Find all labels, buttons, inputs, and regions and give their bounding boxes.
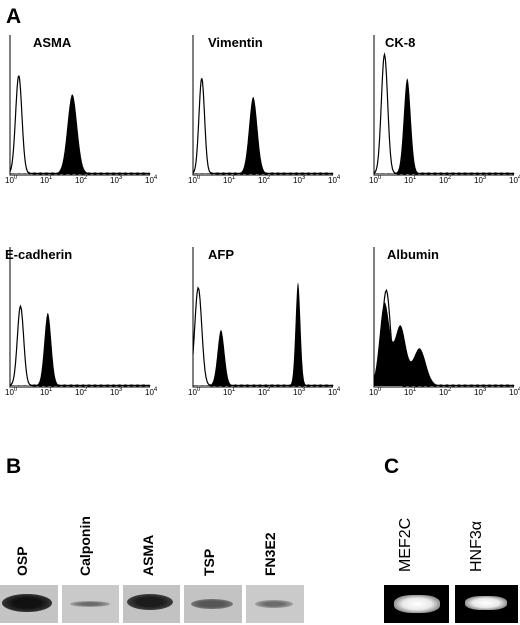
histogram-plot xyxy=(192,35,334,176)
tick-label: 100 xyxy=(5,387,18,397)
blot-lane-tsp xyxy=(184,585,242,623)
tick-label: 101 xyxy=(223,175,236,185)
histogram-title: Vimentin xyxy=(208,35,263,50)
gel-lane-mef2c xyxy=(384,585,449,623)
tick-label: 103 xyxy=(293,175,306,185)
histogram-asma: ASMA 100 101 102 103 104 xyxy=(3,35,157,205)
histogram-plot xyxy=(9,35,151,176)
tick-label: 101 xyxy=(404,175,417,185)
tick-label: 100 xyxy=(369,387,382,397)
tick-label: 103 xyxy=(110,387,123,397)
histogram-ck8: CK-8 100 101 102 103 104 xyxy=(367,35,520,205)
tick-label: 101 xyxy=(223,387,236,397)
tick-label: 100 xyxy=(5,175,18,185)
blot-lane-osp xyxy=(0,585,58,623)
histogram-axes xyxy=(373,247,514,388)
lane-label-fn3e2: FN3E2 xyxy=(262,532,278,576)
control-histogram xyxy=(192,286,334,388)
histogram-axes xyxy=(9,35,150,176)
lane-label-tsp: TSP xyxy=(201,548,217,576)
control-histogram xyxy=(9,304,151,388)
tick-label: 101 xyxy=(40,175,53,185)
tick-label: 102 xyxy=(75,387,88,397)
protein-band xyxy=(255,600,293,608)
pcr-band xyxy=(465,596,507,610)
histogram-title: ASMA xyxy=(33,35,72,50)
control-histogram xyxy=(373,52,515,176)
tick-label: 104 xyxy=(509,387,520,397)
tick-label: 103 xyxy=(474,387,487,397)
stained-histogram xyxy=(374,302,514,386)
gel-label-hnf3a: HNF3α xyxy=(468,520,485,572)
histogram-afp: AFP 100 101 102 103 104 xyxy=(186,247,340,417)
histogram-plot xyxy=(373,35,515,176)
histogram-axes xyxy=(373,35,514,176)
pcr-band xyxy=(394,595,440,613)
gel-lane-hnf3a xyxy=(455,585,518,623)
stained-histogram xyxy=(193,282,333,386)
protein-band xyxy=(2,594,52,612)
tick-label: 100 xyxy=(188,175,201,185)
gel-label-mef2c: MEF2C xyxy=(397,517,414,572)
histogram-axes xyxy=(9,247,150,388)
lane-label-calponin: Calponin xyxy=(77,516,93,576)
tick-label: 103 xyxy=(110,175,123,185)
lane-label-osp: OSP xyxy=(14,546,30,576)
tick-label: 102 xyxy=(258,175,271,185)
lane-label-asma: ASMA xyxy=(140,534,156,576)
panel-c-letter: C xyxy=(384,455,400,478)
histogram-albumin: Albumin 100 101 102 103 104 xyxy=(367,247,520,417)
histogram-plot xyxy=(9,247,151,388)
histogram-axes xyxy=(192,35,333,176)
tick-label: 100 xyxy=(188,387,201,397)
protein-band xyxy=(191,599,233,609)
tick-label: 104 xyxy=(145,387,158,397)
panel-a-letter: A xyxy=(6,5,22,28)
histogram-plot xyxy=(192,247,334,388)
tick-label: 101 xyxy=(40,387,53,397)
tick-label: 102 xyxy=(439,387,452,397)
control-histogram xyxy=(192,78,334,176)
histogram-title: CK-8 xyxy=(385,35,416,50)
histogram-title: Albumin xyxy=(387,247,439,262)
control-histogram xyxy=(9,75,151,176)
tick-label: 101 xyxy=(404,387,417,397)
tick-label: 103 xyxy=(293,387,306,397)
blot-lane-calponin xyxy=(62,585,119,623)
panel-b-letter: B xyxy=(6,455,22,478)
tick-label: 102 xyxy=(439,175,452,185)
blot-lane-asma xyxy=(123,585,180,623)
histogram-title: AFP xyxy=(208,247,234,262)
stained-histogram xyxy=(193,96,333,174)
tick-label: 104 xyxy=(328,387,341,397)
control-histogram xyxy=(373,288,515,388)
blot-lane-fn3e2 xyxy=(246,585,304,623)
protein-band xyxy=(127,594,173,610)
histogram-plot xyxy=(373,247,515,388)
tick-label: 104 xyxy=(145,175,158,185)
histogram-e-cadherin: E-cadherin 100 101 102 103 104 xyxy=(3,247,157,417)
stained-histogram xyxy=(10,94,150,174)
protein-band xyxy=(70,601,110,607)
tick-label: 102 xyxy=(75,175,88,185)
tick-label: 100 xyxy=(369,175,382,185)
stained-histogram xyxy=(374,78,514,174)
tick-label: 102 xyxy=(258,387,271,397)
histogram-axes xyxy=(192,247,333,388)
histogram-vimentin: Vimentin 100 101 102 103 104 xyxy=(186,35,340,205)
stained-histogram xyxy=(10,312,150,386)
tick-label: 104 xyxy=(328,175,341,185)
tick-label: 103 xyxy=(474,175,487,185)
histogram-title: E-cadherin xyxy=(5,247,73,262)
tick-label: 104 xyxy=(509,175,520,185)
